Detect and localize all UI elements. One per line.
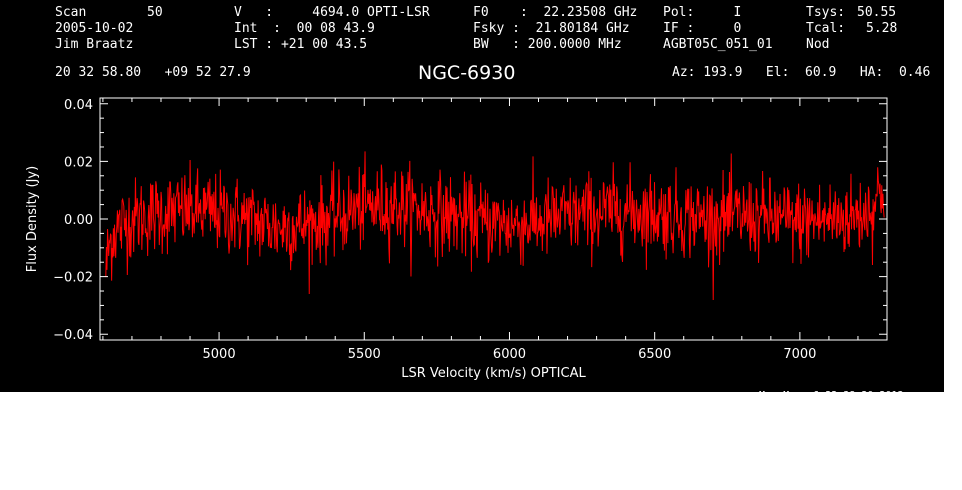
- x-tick-label: 7000: [783, 347, 816, 362]
- x-tick-label: 5500: [348, 347, 381, 362]
- x-tick-label: 6500: [638, 347, 671, 362]
- source-title: NGC-6930: [418, 62, 516, 84]
- source-coordinates: 20 32 58.80 +09 52 27.9: [55, 65, 251, 80]
- y-tick-label: 0.02: [64, 155, 93, 170]
- polarization: Pol: I: [663, 5, 742, 20]
- tick-label-layer: 5000 5500 6000 6500 7000 −0.04 −0.02 0.00 0.02 0.…: [53, 98, 816, 362]
- rest-frequency: F0 : 22.23508 GHz: [473, 5, 638, 20]
- tcal-label: Tcal:: [806, 21, 846, 36]
- project-id: AGBT05C_051_01: [663, 37, 773, 52]
- spectrum-trace: [105, 151, 885, 301]
- tcal-value: 5.28: [866, 21, 898, 36]
- spectrum-panel: Scan 50 2005-10-02 Jim Braatz V : 4694.0…: [0, 0, 944, 392]
- lst-readout: LST : +21 00 43.5: [234, 37, 368, 52]
- trace-layer: [105, 151, 885, 301]
- velocity-readout: V : 4694.0 OPTI-LSR: [234, 5, 430, 20]
- integration-time: Int : 00 08 43.9: [234, 21, 375, 36]
- observing-mode: Nod: [806, 37, 830, 52]
- observer-name: Jim Braatz: [55, 37, 134, 52]
- tick-layer: [100, 98, 888, 340]
- x-tick-label: 6000: [493, 347, 526, 362]
- tsys-value: 50.55: [857, 5, 897, 20]
- bandwidth: BW : 200.0000 MHz: [473, 37, 622, 52]
- x-tick-label: 5000: [203, 347, 236, 362]
- pointing-readout: Az: 193.9 El: 60.9 HA: 0.46: [672, 65, 931, 80]
- y-axis-label: Flux Density (Jy): [25, 166, 40, 272]
- spectrum-chart: 5000 5500 6000 6500 7000 −0.04 −0.02 0.00 0.02 0.…: [25, 97, 888, 381]
- y-tick-label: −0.04: [53, 328, 93, 343]
- y-tick-label: 0.00: [64, 213, 93, 228]
- sky-frequency: Fsky : 21.80184 GHz: [473, 21, 630, 36]
- if-number: IF : 0: [663, 21, 742, 36]
- scan-number: 50: [147, 5, 163, 20]
- tsys-label: Tsys:: [806, 5, 846, 20]
- observation-date: 2005-10-02: [55, 21, 134, 36]
- x-axis-label: LSR Velocity (km/s) OPTICAL: [401, 366, 586, 381]
- y-tick-label: −0.02: [53, 271, 93, 286]
- scan-label: Scan: [55, 5, 87, 20]
- y-tick-label: 0.04: [64, 98, 93, 113]
- render-timestamp: Mon May 6 22:38:20 2013: [759, 390, 904, 401]
